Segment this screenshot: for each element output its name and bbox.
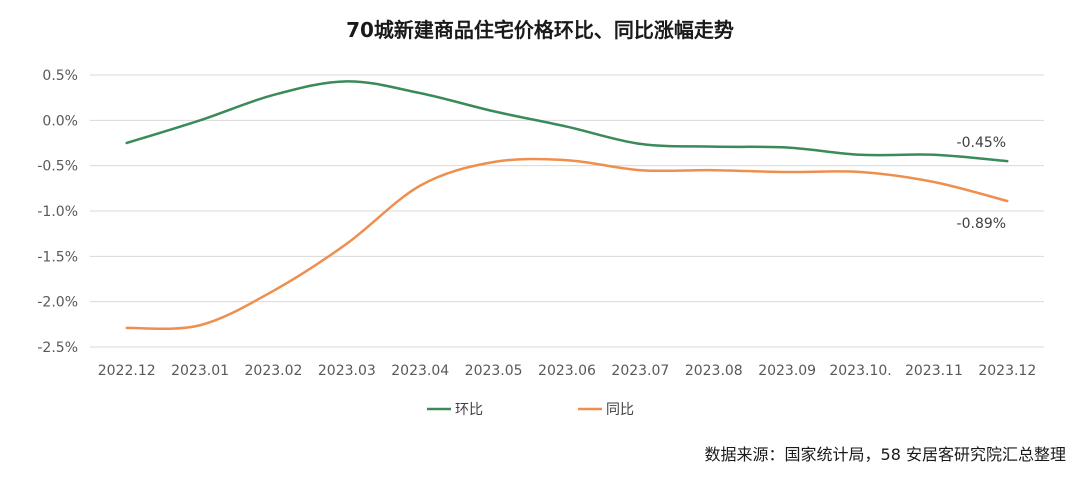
x-tick-label: 2023.01: [171, 363, 229, 379]
chart-title: 70城新建商品住宅价格环比、同比涨幅走势: [346, 18, 734, 42]
data-label: -0.89%: [957, 216, 1007, 232]
legend-label: 环比: [455, 402, 483, 418]
y-tick-label: -0.5%: [37, 159, 78, 175]
x-tick-label: 2023.11: [905, 363, 963, 379]
x-tick-label: 2023.09: [758, 363, 816, 379]
y-tick-label: -2.0%: [37, 295, 78, 311]
x-tick-label: 2023.10.: [829, 363, 891, 379]
legend: 环比 同比: [427, 402, 634, 418]
x-tick-label: 2023.03: [318, 363, 376, 379]
x-tick-label: 2023.07: [611, 363, 669, 379]
series-line-0: [125, 80, 1009, 163]
x-tick-label: 2022.12: [98, 363, 156, 379]
x-tick-label: 2023.06: [538, 363, 596, 379]
data-labels: -0.45% -0.89%: [957, 135, 1007, 232]
series-lines: [125, 80, 1009, 331]
y-tick-label: -2.5%: [37, 340, 78, 356]
data-label: -0.45%: [957, 135, 1007, 151]
y-axis-ticks: 0.5% 0.0% -0.5% -1.0% -1.5% -2.0% -2.5%: [37, 68, 78, 356]
y-tick-label: 0.5%: [42, 68, 78, 84]
x-axis-ticks: 2022.12 2023.01 2023.02 2023.03 2023.04 2023.…: [98, 363, 1037, 379]
y-tick-label: 0.0%: [42, 113, 78, 129]
x-tick-label: 2023.08: [685, 363, 743, 379]
y-tick-label: -1.5%: [37, 249, 78, 265]
grid-lines: [90, 74, 1044, 348]
x-tick-label: 2023.12: [978, 363, 1036, 379]
x-tick-label: 2023.02: [245, 363, 303, 379]
y-tick-label: -1.0%: [37, 204, 78, 220]
x-tick-label: 2023.05: [465, 363, 523, 379]
x-tick-label: 2023.04: [391, 363, 449, 379]
source-note: 数据来源：国家统计局，58 安居客研究院汇总整理: [704, 445, 1066, 464]
series-line-1: [125, 157, 1009, 331]
legend-label: 同比: [606, 402, 634, 418]
